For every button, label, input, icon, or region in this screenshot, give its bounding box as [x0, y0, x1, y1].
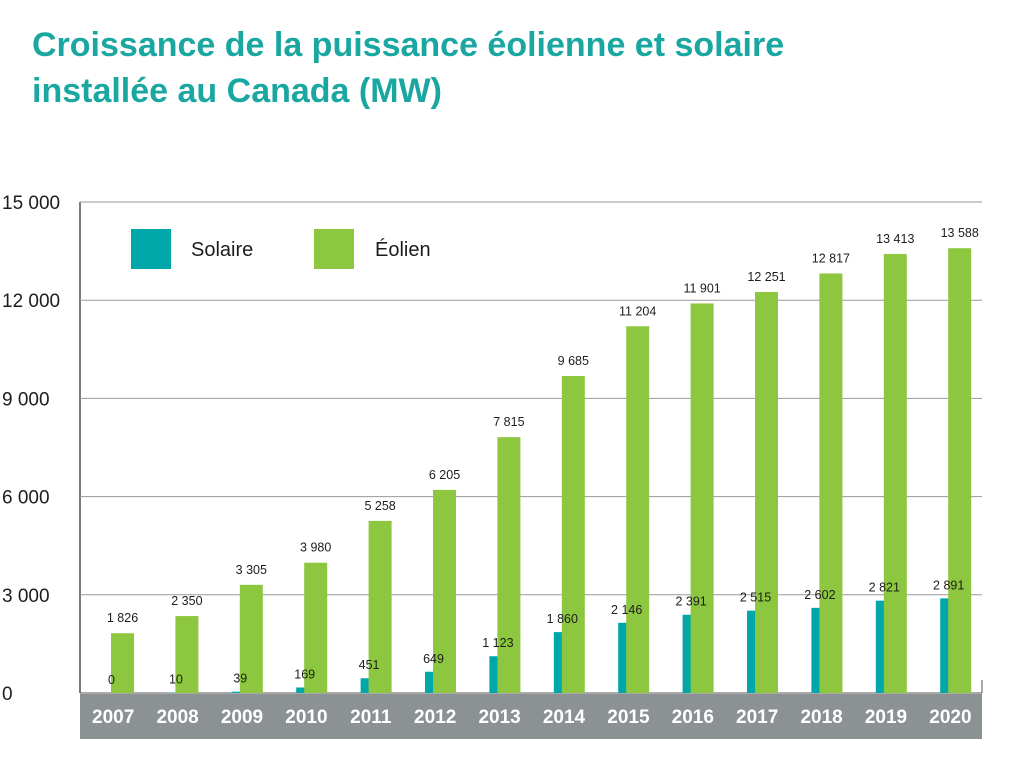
data-label-eolien: 3 980	[300, 541, 331, 555]
y-tick-label: 6 000	[2, 488, 50, 509]
data-label-solaire: 10	[169, 673, 183, 687]
data-label-solaire: 39	[233, 672, 247, 686]
bar-eolien	[497, 437, 521, 693]
x-tick-label: 2019	[865, 707, 907, 728]
x-tick-label: 2008	[156, 707, 198, 728]
bar-eolien	[111, 633, 134, 693]
data-label-eolien: 11 901	[683, 281, 720, 295]
x-tick-label: 2017	[736, 707, 778, 728]
bar-eolien	[819, 273, 843, 693]
bar-eolien	[690, 303, 714, 693]
data-label-eolien: 13 588	[941, 226, 979, 240]
legend-swatch-eolien	[314, 229, 354, 269]
x-tick-label: 2012	[414, 707, 456, 728]
bars	[111, 248, 972, 693]
legend-swatch-solaire	[131, 229, 171, 269]
data-label-solaire: 169	[294, 667, 315, 681]
data-label-eolien: 2 350	[171, 594, 202, 608]
y-tick-label: 9 000	[2, 389, 50, 410]
bar-eolien	[626, 326, 650, 693]
data-label-eolien: 9 685	[558, 354, 589, 368]
data-label-eolien: 12 817	[812, 251, 850, 265]
data-label-eolien: 3 305	[236, 563, 267, 577]
x-tick-label: 2018	[800, 707, 842, 728]
gridlines	[79, 201, 982, 693]
legend: Solaire Éolien	[131, 229, 431, 269]
data-label-eolien: 7 815	[493, 415, 524, 429]
data-label-solaire: 2 821	[869, 581, 900, 595]
x-tick-label: 2014	[543, 707, 586, 728]
x-tick-label: 2013	[478, 707, 520, 728]
data-labels: 0 1 826 10 2 350 39 3 305 169 3 980 451 5 258 649 6…	[107, 226, 979, 687]
data-label-eolien: 11 204	[619, 304, 656, 318]
legend-label-eolien: Éolien	[375, 238, 431, 261]
data-label-eolien: 6 205	[429, 468, 460, 482]
x-tick-label: 2016	[672, 707, 714, 728]
y-tick-label: 3 000	[2, 586, 50, 607]
data-label-eolien: 12 251	[747, 270, 785, 284]
data-label-solaire: 2 891	[933, 578, 964, 592]
legend-label-solaire: Solaire	[191, 239, 253, 261]
bar-eolien	[883, 253, 907, 693]
chart-title-line-2: installée au Canada (MW)	[32, 72, 442, 110]
x-tick-label: 2011	[350, 707, 392, 728]
data-label-solaire: 2 391	[675, 595, 706, 609]
bar-eolien	[433, 489, 456, 693]
y-tick-label: 0	[2, 684, 13, 705]
y-tick-label: 12 000	[2, 291, 60, 312]
chart-title: Croissance de la puissance éolienne et s…	[32, 22, 992, 114]
data-label-solaire: 0	[108, 673, 115, 687]
bar-eolien	[368, 520, 392, 693]
data-label-solaire: 1 123	[482, 636, 513, 650]
data-label-solaire: 451	[359, 658, 380, 672]
chart-title-line-1: Croissance de la puissance éolienne et s…	[32, 26, 785, 64]
x-tick-label: 2007	[92, 707, 134, 728]
data-label-solaire: 2 146	[611, 603, 642, 617]
bar-eolien	[948, 248, 972, 693]
data-label-eolien: 1 826	[107, 611, 138, 625]
bar-eolien	[561, 375, 585, 693]
x-tick-label: 2015	[607, 707, 650, 728]
data-label-solaire: 649	[423, 652, 444, 666]
y-tick-label: 15 000	[2, 193, 60, 214]
y-axis-tick-labels: 0 3 000 6 000 9 000 12 000 15 000	[2, 193, 60, 705]
bar-eolien	[239, 584, 263, 693]
data-label-eolien: 5 258	[364, 499, 395, 513]
x-tick-label: 2020	[929, 707, 971, 728]
data-label-solaire: 1 860	[547, 612, 578, 626]
data-label-solaire: 2 515	[740, 591, 771, 605]
x-axis-band-background	[80, 694, 982, 739]
x-axis-band: 2007 2008 2009 2010 2011 2012 2013 2014 2015 2016…	[80, 680, 983, 739]
data-label-solaire: 2 602	[804, 588, 835, 602]
x-tick-label: 2010	[285, 707, 327, 728]
bar-eolien	[175, 616, 199, 693]
x-tick-label: 2009	[221, 707, 263, 728]
bar-eolien	[755, 291, 778, 693]
bar-eolien	[304, 562, 328, 693]
data-label-eolien: 13 413	[876, 232, 914, 246]
